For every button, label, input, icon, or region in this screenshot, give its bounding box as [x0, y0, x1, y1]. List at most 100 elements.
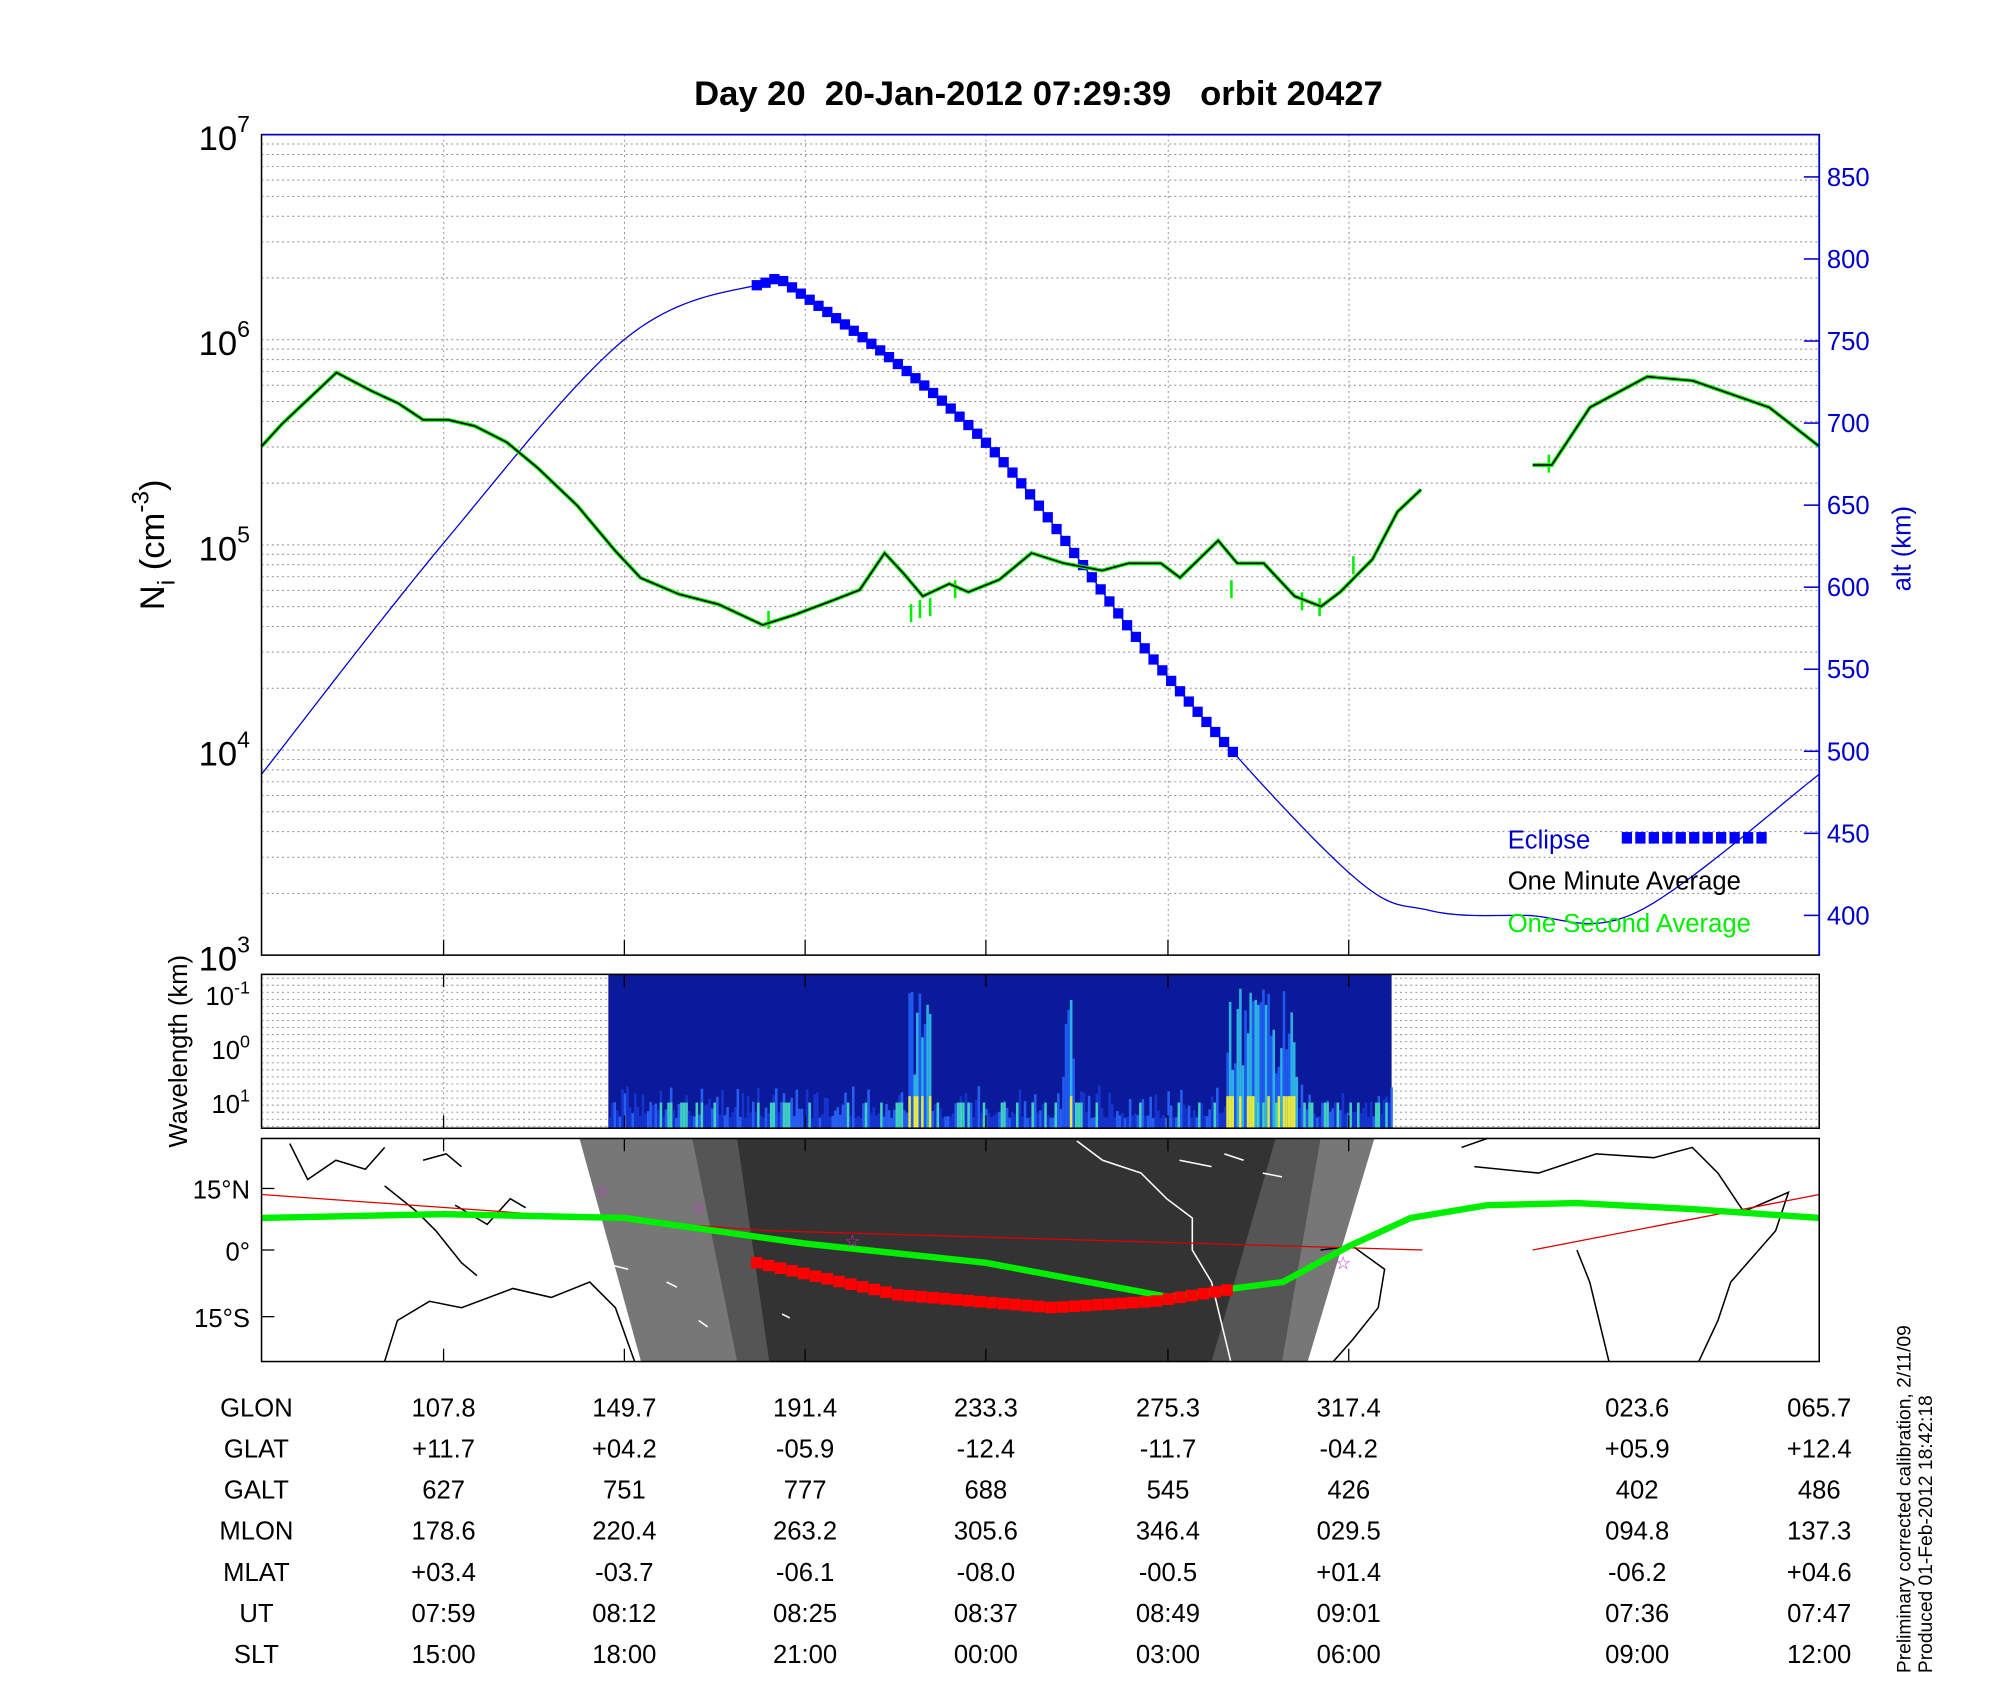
spectrogram-cell [749, 1112, 752, 1129]
spectrogram-cell [1200, 1103, 1204, 1129]
spectrogram-cell [992, 1115, 996, 1129]
table-cell: 065.7 [1787, 1395, 1851, 1423]
spectrogram-cell [1292, 1096, 1296, 1129]
spectrogram-cell [1033, 1094, 1037, 1129]
eclipse-marker [972, 428, 983, 439]
spectrogram-cell [1149, 1096, 1152, 1129]
spectrogram-cell [1339, 1110, 1342, 1129]
spectrogram-cell [626, 1086, 629, 1129]
figure-title: Day 20 20-Jan-2012 07:29:39 orbit 20427 [694, 75, 1383, 113]
eclipse-marker [1166, 675, 1177, 687]
table-row-label: MLON [219, 1518, 293, 1546]
spectrogram-cell [1210, 1096, 1214, 1129]
spectrogram-cell [1110, 1103, 1114, 1129]
spectrogram-cell [1069, 1096, 1073, 1129]
spectrogram-cell [946, 1116, 950, 1129]
spectrogram-cell [1008, 1117, 1011, 1129]
table-cell: 486 [1798, 1477, 1841, 1505]
spectrogram-cell [995, 1112, 999, 1129]
spectrogram-cell [1077, 1102, 1081, 1129]
spectrogram-cell [872, 1107, 876, 1129]
eclipse-marker [1069, 547, 1080, 559]
y-label-sub: i [153, 580, 180, 585]
spectrogram-cell [1305, 1109, 1309, 1129]
eclipse-marker [954, 411, 965, 422]
legend-eclipse-marker [1635, 832, 1646, 844]
spectrogram-cell [700, 1102, 704, 1129]
spectrogram-cell [841, 1104, 845, 1129]
spectrogram-cell [1062, 1076, 1065, 1129]
spectrogram-cell [916, 1096, 919, 1129]
map-eclipse-marker [962, 1294, 975, 1307]
spectrogram-cell [767, 1112, 770, 1129]
y2-tick-label: 650 [1827, 492, 1870, 520]
spectrogram-cell [982, 1102, 986, 1129]
spectrogram-cell [692, 1116, 696, 1129]
eclipse-marker [1033, 500, 1045, 511]
spectrogram-cell [1351, 1112, 1355, 1129]
spectrogram-cell [608, 1117, 611, 1129]
coastline-americas [1076, 1140, 1283, 1362]
table-cell: +04.2 [592, 1436, 657, 1464]
map-eclipse-marker [809, 1270, 822, 1282]
spectrogram-cell [1377, 1102, 1381, 1129]
y2-tick-label: 400 [1827, 902, 1870, 930]
spectrogram-y-tick-label: 10-1 [206, 978, 250, 1012]
spectrogram-cell [651, 1105, 655, 1129]
spectrogram-cell [1228, 1096, 1232, 1129]
coastline-islands [510, 1255, 791, 1328]
spectrogram-cell [680, 1102, 683, 1129]
spectrogram-cell [1095, 1102, 1099, 1129]
spectrogram-cell [669, 1102, 673, 1129]
spectrogram-cell [1046, 1115, 1050, 1129]
spectrogram-cell [1354, 1111, 1358, 1129]
spectrogram-cell [1172, 1117, 1176, 1129]
satellite-track-line [261, 1199, 1820, 1301]
spectrogram-cell [1064, 1024, 1068, 1129]
legend-eclipse-marker [1648, 832, 1659, 844]
eclipse-marker [1201, 716, 1212, 728]
spectrogram-cell [887, 1110, 891, 1129]
spectrogram-cell [1069, 999, 1073, 1129]
star-marker-icon: ☆ [1335, 1253, 1351, 1273]
spectrogram-cell [826, 1098, 829, 1129]
spectrogram-cell [710, 1108, 714, 1129]
spectrogram-cell [746, 1095, 750, 1129]
spectrogram-cell [1085, 1111, 1088, 1129]
spectrogram-y-tick-base: 10 [212, 1091, 241, 1119]
eclipse-marker [1113, 608, 1124, 619]
legend-eclipse-label: Eclipse [1508, 827, 1591, 855]
spectrogram-cell [895, 1102, 899, 1129]
spectrogram-cell [744, 1117, 747, 1129]
y-tick-label: 104 [199, 726, 250, 773]
spectrogram-cell [1221, 1112, 1224, 1129]
spectrogram-y-label: Wavelength (km) [165, 955, 193, 1148]
spectrogram-cell [833, 1110, 837, 1129]
spectrogram-cell [1121, 1112, 1124, 1129]
one-second-average-line [1532, 374, 1821, 467]
spectrogram-cell [808, 1102, 811, 1129]
spectrogram-cell [1136, 1114, 1140, 1129]
spectrogram-cell [951, 1113, 955, 1129]
table-cell: +01.4 [1316, 1559, 1381, 1587]
spectrogram-cell [867, 1089, 870, 1129]
map-eclipse-marker [774, 1262, 787, 1274]
eclipse-marker [1051, 523, 1062, 535]
table-row-label: UT [239, 1600, 274, 1628]
coastline-australia [383, 1281, 636, 1362]
spectrogram-cell [1041, 1103, 1045, 1129]
y-tick-label: 105 [199, 521, 250, 568]
eclipse-marker [901, 365, 912, 377]
map-eclipse-marker [762, 1259, 775, 1272]
spectrogram-cell [931, 1111, 934, 1129]
spectrogram-cell [751, 1101, 755, 1129]
map-eclipse-marker [786, 1265, 798, 1277]
spectrogram-cell [1126, 1116, 1129, 1129]
spectrogram-cell [1005, 1107, 1009, 1129]
spectrogram-cell [1362, 1108, 1365, 1129]
spectrogram-cell [733, 1107, 737, 1129]
spectrogram-cell [1380, 1113, 1383, 1129]
spectrogram-cell [736, 1088, 740, 1129]
spectrogram-cell [649, 1101, 652, 1129]
